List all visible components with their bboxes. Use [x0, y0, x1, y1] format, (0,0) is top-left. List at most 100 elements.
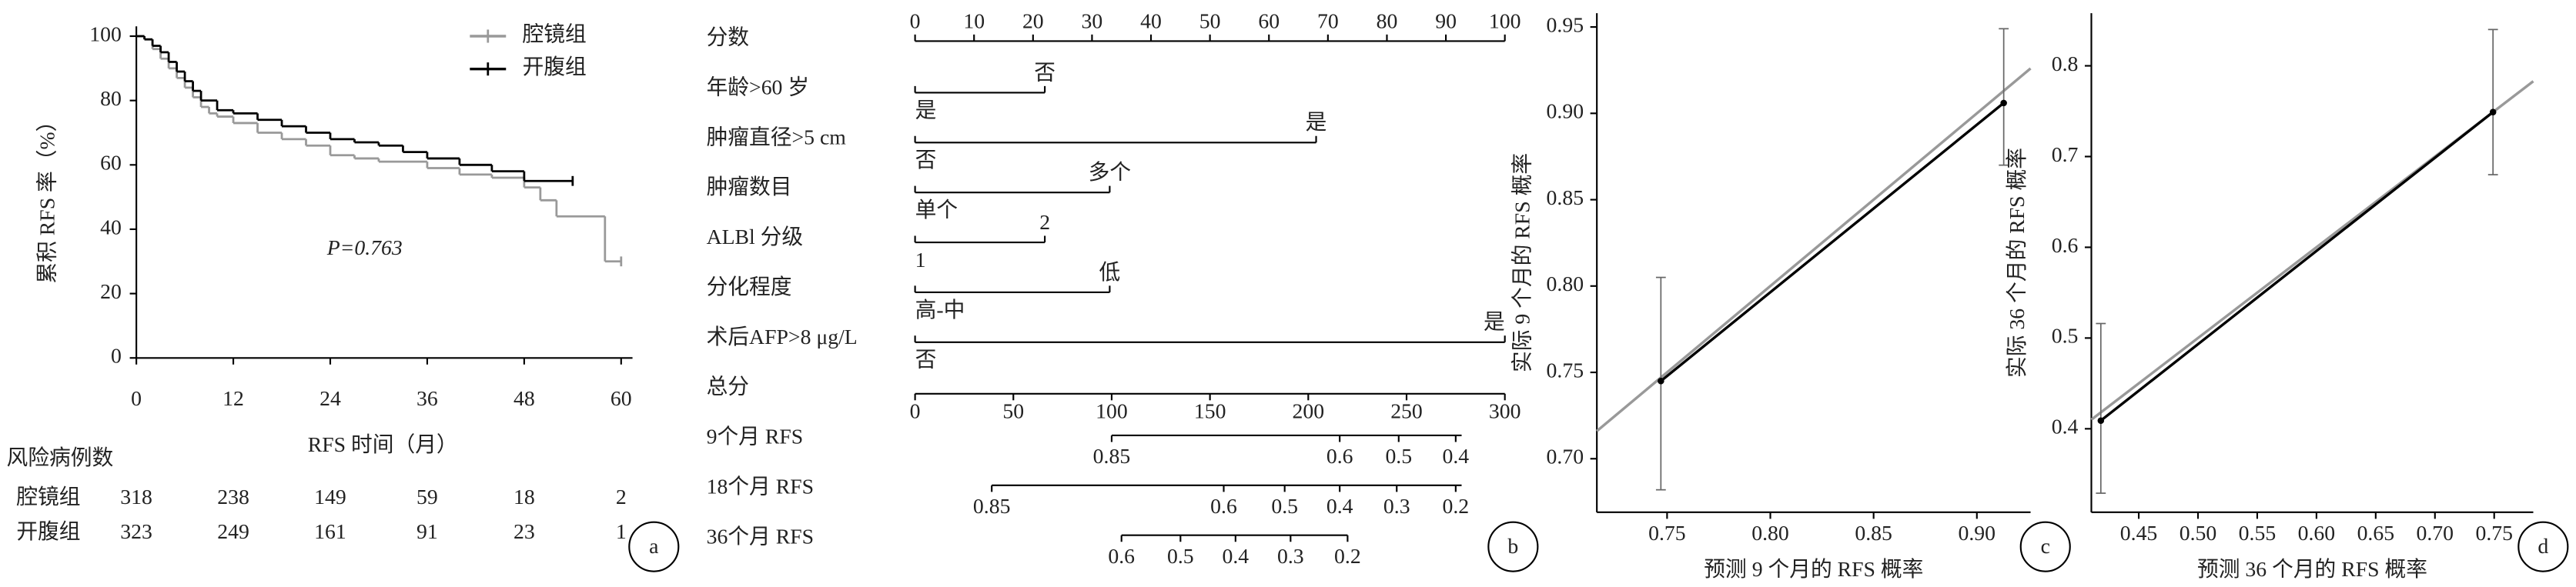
x-tick-label: 0.85 — [1855, 522, 1892, 545]
legend-label: 腔镜组 — [523, 22, 587, 46]
row-label: 术后AFP>8 μg/L — [707, 325, 858, 349]
x-axis-title: 预测 9 个月的 RFS 概率 — [1704, 558, 1923, 582]
outcome-tick-label: 0.85 — [1093, 445, 1131, 469]
outcome-tick-label: 0.3 — [1383, 495, 1410, 519]
row-label: 年龄>60 岁 — [707, 76, 810, 100]
x-tick-label: 0.55 — [2239, 522, 2277, 545]
row-label: 肿瘤直径>5 cm — [707, 125, 847, 149]
panel-label: d — [2538, 535, 2548, 559]
outcome-tick-label: 0.6 — [1326, 445, 1353, 469]
panel-circle — [2517, 521, 2569, 572]
factor-level: 否 — [1034, 61, 1055, 85]
y-tick-label: 0.8 — [2052, 52, 2079, 76]
row-label: 分化程度 — [707, 275, 792, 299]
y-tick-label: 20 — [100, 280, 122, 304]
factor-level: 低 — [1099, 261, 1121, 285]
x-tick-label: 0.70 — [2417, 522, 2454, 545]
p-value: P=0.763 — [326, 236, 403, 260]
row-label: 总分 — [707, 375, 749, 399]
points-tick-label: 80 — [1377, 9, 1398, 33]
panel-label: c — [2041, 535, 2050, 559]
risk-count: 318 — [120, 485, 152, 509]
x-tick-label: 60 — [611, 387, 632, 411]
y-tick-label: 0.90 — [1547, 100, 1584, 124]
risk-count: 249 — [217, 520, 249, 544]
risk-count: 161 — [314, 520, 346, 544]
row-label: 18个月 RFS — [707, 475, 814, 499]
points-tick-label: 50 — [1199, 9, 1221, 33]
y-tick-label: 80 — [100, 87, 122, 111]
points-tick-label: 70 — [1317, 9, 1339, 33]
risk-count: 149 — [314, 485, 346, 509]
points-tick-label: 100 — [1489, 9, 1521, 33]
y-tick-label: 100 — [89, 22, 122, 46]
total-tick-label: 100 — [1096, 400, 1128, 424]
outcome-tick-label: 0.5 — [1271, 495, 1298, 519]
panel-label: a — [649, 535, 658, 559]
x-tick-label: 36 — [417, 387, 438, 411]
risk-count: 23 — [514, 520, 535, 544]
outcome-tick-label: 0.6 — [1210, 495, 1237, 519]
x-tick-label: 0.50 — [2180, 522, 2217, 545]
risk-table-title: 风险病例数 — [7, 446, 114, 470]
row-label: 9个月 RFS — [707, 425, 804, 449]
outcome-tick-label: 0.4 — [1443, 445, 1470, 469]
x-tick-label: 0.45 — [2120, 522, 2158, 545]
calibration-line — [1660, 102, 2005, 382]
factor-level: 1 — [915, 248, 926, 272]
y-tick-label: 0.6 — [2052, 234, 2079, 258]
point — [2000, 99, 2007, 107]
points-tick-label: 60 — [1258, 9, 1280, 33]
factor-level: 是 — [915, 98, 937, 122]
y-tick-label: 0.70 — [1547, 445, 1584, 469]
x-tick-label: 0 — [131, 387, 142, 411]
outcome-tick-label: 0.5 — [1167, 545, 1194, 569]
x-tick-label: 48 — [514, 387, 535, 411]
risk-count: 91 — [417, 520, 438, 544]
y-tick-label: 0.95 — [1547, 13, 1584, 37]
y-tick-label: 0.5 — [2052, 325, 2079, 349]
total-tick-label: 300 — [1489, 400, 1521, 424]
y-axis-title: 累积 RFS 率（%） — [35, 111, 59, 284]
point — [2489, 108, 2497, 115]
row-label: 肿瘤数目 — [707, 175, 792, 199]
x-tick-label: 0.65 — [2357, 522, 2395, 545]
x-tick-label: 0.75 — [2475, 522, 2513, 545]
point — [2097, 417, 2105, 424]
y-axis-title: 实际 36 个月的 RFS 概率 — [2006, 148, 2029, 378]
total-tick-label: 150 — [1194, 400, 1226, 424]
x-tick-label: 0.80 — [1751, 522, 1789, 545]
row-label: 分数 — [707, 26, 749, 50]
factor-level: 是 — [1484, 311, 1505, 335]
panel-label: b — [1507, 535, 1518, 559]
x-tick-label: 0.60 — [2298, 522, 2336, 545]
outcome-tick-label: 0.85 — [973, 495, 1011, 519]
total-tick-label: 0 — [910, 400, 921, 424]
factor-level: 多个 — [1089, 161, 1131, 185]
factor-level: 2 — [1039, 211, 1050, 235]
outcome-tick-label: 0.2 — [1443, 495, 1470, 519]
factor-level: 否 — [915, 349, 937, 372]
point — [1658, 377, 1664, 385]
y-tick-label: 0.75 — [1547, 359, 1584, 382]
factor-level: 是 — [1306, 111, 1327, 135]
row-label: ALBl 分级 — [707, 225, 804, 249]
points-tick-label: 30 — [1082, 9, 1103, 33]
y-tick-label: 60 — [100, 152, 122, 175]
outcome-tick-label: 0.3 — [1277, 545, 1304, 569]
risk-count: 323 — [120, 520, 152, 544]
points-tick-label: 40 — [1140, 9, 1162, 33]
risk-count: 1 — [616, 520, 627, 544]
outcome-tick-label: 0.4 — [1222, 545, 1249, 569]
outcome-tick-label: 0.4 — [1326, 495, 1353, 519]
x-tick-label: 12 — [222, 387, 244, 411]
y-tick-label: 0.85 — [1547, 186, 1584, 210]
x-tick-label: 0.90 — [1959, 522, 1996, 545]
total-tick-label: 250 — [1390, 400, 1423, 424]
x-axis-title: 预测 36 个月的 RFS 概率 — [2197, 558, 2427, 582]
legend-label: 开腹组 — [523, 55, 587, 79]
reference-line — [1596, 67, 2032, 432]
points-tick-label: 10 — [963, 9, 985, 33]
factor-level: 单个 — [915, 198, 958, 222]
risk-count: 18 — [514, 485, 535, 509]
